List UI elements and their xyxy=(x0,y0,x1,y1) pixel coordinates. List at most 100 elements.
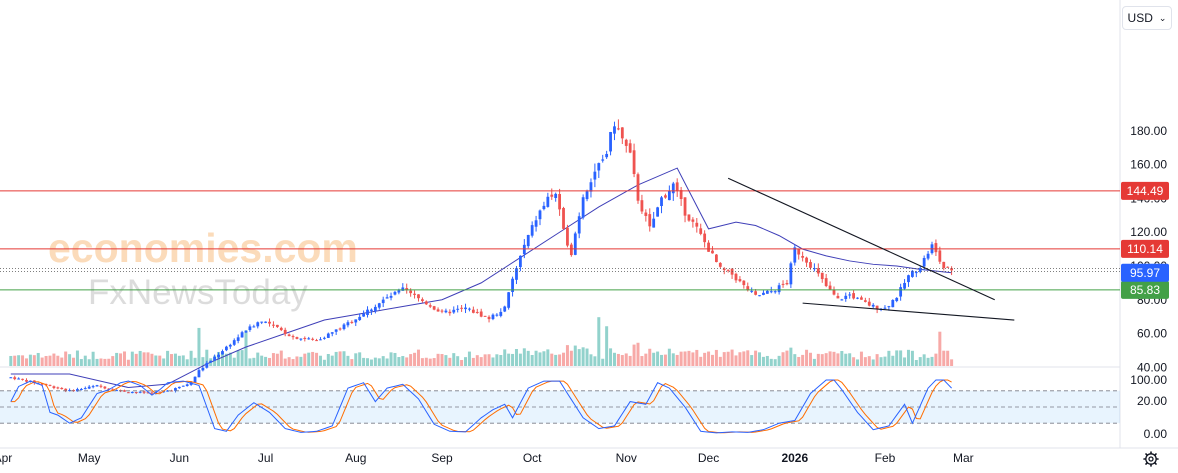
volume-bar xyxy=(150,353,154,366)
volume-bar xyxy=(785,350,789,366)
candle xyxy=(83,386,87,390)
volume-bar xyxy=(189,350,193,366)
volume-bar xyxy=(358,352,362,366)
candle xyxy=(48,384,52,387)
volume-bar xyxy=(503,349,507,366)
candle xyxy=(773,290,777,294)
volume-bar xyxy=(381,356,385,366)
candle xyxy=(867,297,871,307)
volume-bar xyxy=(730,349,734,366)
volume-bar xyxy=(918,357,922,366)
candlestick-series[interactable] xyxy=(9,119,953,395)
volume-bar xyxy=(315,352,319,366)
volume-bar xyxy=(683,351,687,366)
volume-bar xyxy=(385,358,389,366)
candle xyxy=(820,272,824,283)
candle xyxy=(675,178,679,197)
candle xyxy=(99,384,103,389)
volume-bar xyxy=(573,345,577,366)
candle xyxy=(79,387,83,391)
candle xyxy=(762,290,765,296)
volume-bar xyxy=(111,356,115,366)
volume-bar xyxy=(389,352,393,366)
volume-bar xyxy=(597,317,601,366)
volume-bar xyxy=(307,352,311,366)
volume-bar xyxy=(848,353,852,366)
volume-bar xyxy=(95,358,99,366)
time-tick-label: Oct xyxy=(523,451,542,465)
volume-bar xyxy=(726,351,730,366)
volume-bar xyxy=(428,358,432,366)
candle xyxy=(863,297,867,303)
volume-bar xyxy=(844,353,848,366)
volume-bar xyxy=(40,357,44,366)
candle xyxy=(734,272,738,283)
volume-bar xyxy=(679,351,683,366)
wedge-lower-trendline[interactable] xyxy=(802,302,1015,321)
volume-bar xyxy=(220,352,224,366)
volume-bar xyxy=(906,349,910,366)
candle xyxy=(801,251,805,262)
candle xyxy=(373,304,377,314)
volume-bar xyxy=(181,355,185,366)
candle xyxy=(471,306,475,314)
oscillator-tick-label: 0.00 xyxy=(1144,427,1168,441)
candle xyxy=(197,368,201,378)
volume-bar xyxy=(750,355,754,366)
candle xyxy=(918,265,922,274)
volume-bar xyxy=(789,347,793,366)
volume-bar xyxy=(640,356,644,366)
time-tick-label: Feb xyxy=(875,451,896,465)
candle xyxy=(581,194,585,220)
candle xyxy=(946,266,950,268)
candle xyxy=(793,244,797,266)
candle xyxy=(534,215,538,232)
candle xyxy=(711,246,714,254)
volume-bar xyxy=(275,353,279,366)
volume-bar xyxy=(671,353,675,366)
chart-settings-button[interactable] xyxy=(1141,449,1161,469)
candle xyxy=(464,303,467,314)
candle xyxy=(652,211,656,228)
volume-bar xyxy=(781,352,785,366)
candle xyxy=(193,376,197,384)
candle xyxy=(683,197,687,223)
volume-bar xyxy=(107,358,111,366)
volume-bar xyxy=(48,355,52,366)
volume-bar xyxy=(632,344,636,366)
candle xyxy=(903,279,906,290)
time-tick-label: Sep xyxy=(431,451,453,465)
candle xyxy=(272,321,275,328)
candle xyxy=(260,321,264,325)
wedge-upper-trendline[interactable] xyxy=(727,177,995,301)
volume-bar xyxy=(742,351,746,366)
volume-bar xyxy=(899,350,903,366)
volume-bar xyxy=(36,352,40,366)
volume-bar xyxy=(609,348,613,366)
price-axis[interactable]: 20.0040.0060.0080.00100.00120.00140.0016… xyxy=(1130,124,1167,441)
volume-bar xyxy=(52,353,56,366)
volume-bar xyxy=(83,355,87,366)
candle xyxy=(323,336,326,340)
candle xyxy=(507,291,511,310)
volume-bar xyxy=(401,356,405,366)
volume-bar xyxy=(432,358,436,366)
candle xyxy=(405,283,409,294)
candle xyxy=(346,320,350,328)
candle xyxy=(585,189,589,202)
volume-bar xyxy=(797,356,801,366)
candle xyxy=(370,308,373,315)
volume-bar xyxy=(334,351,338,366)
volume-bar xyxy=(260,355,264,366)
candle xyxy=(562,206,565,230)
time-axis[interactable]: MarAprMayJunJulAugSepOctNovDec2026FebMar xyxy=(0,451,974,465)
volume-bar xyxy=(714,349,718,366)
volume-bar xyxy=(495,354,499,366)
candle xyxy=(334,329,338,335)
candle xyxy=(299,338,303,341)
currency-select[interactable]: USD ⌄ xyxy=(1122,6,1172,30)
volume-bar xyxy=(562,352,566,366)
volume-bar xyxy=(577,349,581,366)
wedge-trendlines[interactable] xyxy=(727,177,1015,321)
